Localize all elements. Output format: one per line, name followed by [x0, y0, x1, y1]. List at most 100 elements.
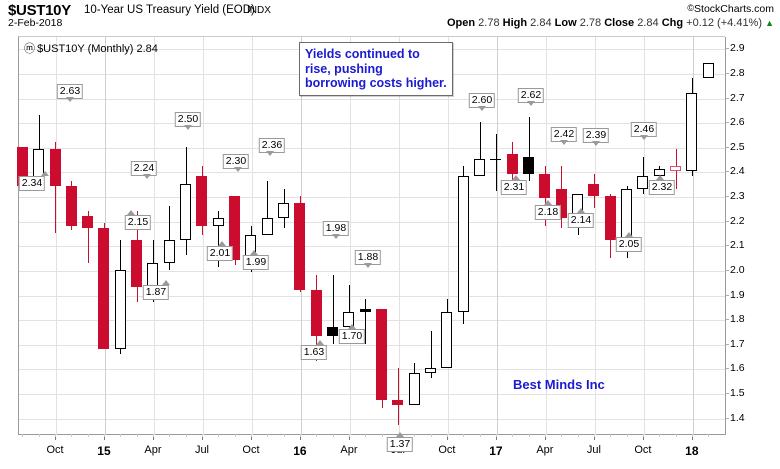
callout-pointer	[316, 340, 324, 345]
value-callout-label: 2.34	[18, 176, 46, 191]
x-axis-tick	[348, 434, 350, 440]
ticker-symbol[interactable]: $UST10Y	[8, 2, 71, 19]
open-value: 2.78	[478, 17, 500, 29]
chart-plot-area[interactable]	[18, 36, 726, 435]
x-gridline	[398, 37, 400, 435]
x-axis-minor-tick	[152, 434, 154, 437]
y-axis-tick	[725, 196, 729, 198]
value-callout-label: 2.39	[582, 128, 610, 143]
y-axis-label: 2.7	[730, 91, 745, 104]
x-axis-minor-tick	[185, 434, 187, 437]
y-axis-label: 2.9	[730, 42, 745, 55]
candle-body	[441, 311, 453, 369]
x-axis-label: 15	[97, 444, 111, 458]
y-axis-label: 2.4	[730, 165, 745, 178]
candle-wick	[169, 205, 171, 270]
x-axis-tick	[593, 434, 595, 440]
x-axis-label: 18	[685, 444, 699, 458]
y-axis-tick	[725, 48, 729, 50]
callout-pointer	[640, 135, 648, 140]
candle-body	[392, 400, 404, 406]
value-callout-label: 2.01	[206, 246, 234, 261]
callout-pointer	[625, 232, 633, 237]
value-callout-label: 1.70	[338, 329, 366, 344]
x-axis-label: 17	[489, 444, 503, 458]
x-gridline	[153, 37, 155, 435]
ohlc-quote-bar: Open 2.78 High 2.84 Low 2.78 Close 2.84 …	[447, 17, 774, 29]
candle-wick	[495, 134, 497, 192]
x-axis-label: Apr	[536, 444, 554, 456]
y-axis-label: 1.9	[730, 288, 745, 301]
y-axis-tick	[725, 72, 729, 74]
value-callout-label: 2.18	[534, 205, 562, 220]
x-axis-minor-tick	[381, 434, 383, 437]
y-axis-label: 2.3	[730, 190, 745, 203]
candle-wick	[430, 331, 432, 379]
candle-wick	[267, 181, 269, 236]
y-axis-tick	[725, 294, 729, 296]
exchange-label: INDX	[247, 5, 271, 16]
candle-wick	[528, 117, 530, 182]
stockcharts-credit: ©StockCharts.com	[687, 3, 774, 15]
value-callout-label: 2.50	[174, 112, 202, 127]
y-axis-label: 1.4	[730, 411, 745, 424]
y-gridline	[19, 369, 725, 371]
y-axis-label: 1.5	[730, 387, 745, 399]
x-axis-minor-tick	[87, 434, 89, 437]
x-gridline	[202, 37, 204, 435]
callout-pointer	[512, 175, 520, 180]
x-axis-minor-tick	[218, 434, 220, 437]
candle-body	[49, 149, 61, 187]
x-axis-minor-tick	[169, 434, 171, 437]
candle-body	[163, 240, 175, 263]
y-axis-label: 1.8	[730, 313, 745, 326]
candle-wick	[479, 122, 481, 177]
candle-body	[523, 156, 535, 174]
candle-body	[555, 188, 567, 219]
x-axis-label: Jul	[586, 444, 601, 456]
value-callout-label: 2.31	[500, 180, 528, 195]
candle-wick	[397, 368, 399, 425]
candle-doji-tick	[490, 159, 502, 161]
ticker-description: 10-Year US Treasury Yield (EOD)	[84, 4, 255, 16]
callout-pointer	[143, 174, 151, 179]
x-axis-minor-tick	[71, 434, 73, 437]
x-gridline	[692, 37, 694, 435]
y-axis-label: 2.5	[730, 140, 745, 153]
x-axis-minor-tick	[430, 434, 432, 437]
value-callout-label: 2.05	[615, 237, 643, 252]
x-axis-tick	[103, 434, 105, 440]
callout-pointer	[250, 250, 258, 255]
x-axis-minor-tick	[463, 434, 465, 437]
candle-body	[261, 218, 273, 236]
y-axis-line	[725, 37, 726, 435]
callout-pointer	[656, 175, 664, 180]
candle-body	[474, 159, 486, 177]
y-axis-label: 1.7	[730, 337, 745, 350]
y-gridline	[19, 320, 725, 322]
y-axis-tick	[725, 319, 729, 321]
candle-body	[457, 176, 469, 312]
x-axis-label: 16	[293, 444, 307, 458]
x-axis-minor-tick	[642, 434, 644, 437]
value-callout-label: 1.99	[242, 255, 270, 270]
x-axis-minor-tick	[120, 434, 122, 437]
y-gridline	[19, 98, 725, 100]
candle-wick	[218, 210, 220, 268]
x-axis-label: Apr	[340, 444, 358, 456]
x-gridline	[56, 37, 57, 435]
y-gridline	[19, 394, 725, 395]
candle-body	[376, 309, 388, 401]
callout-pointer	[577, 208, 585, 213]
x-gridline	[447, 37, 449, 435]
y-axis-tick	[725, 122, 729, 124]
low-value: 2.78	[579, 17, 602, 29]
x-axis-minor-tick	[316, 434, 318, 437]
x-axis-minor-tick	[55, 434, 56, 437]
candle-body	[98, 228, 110, 349]
x-axis-label: Oct	[242, 444, 260, 456]
candle-body	[196, 176, 208, 226]
x-axis-minor-tick	[136, 434, 138, 437]
candle-wick	[55, 141, 56, 233]
